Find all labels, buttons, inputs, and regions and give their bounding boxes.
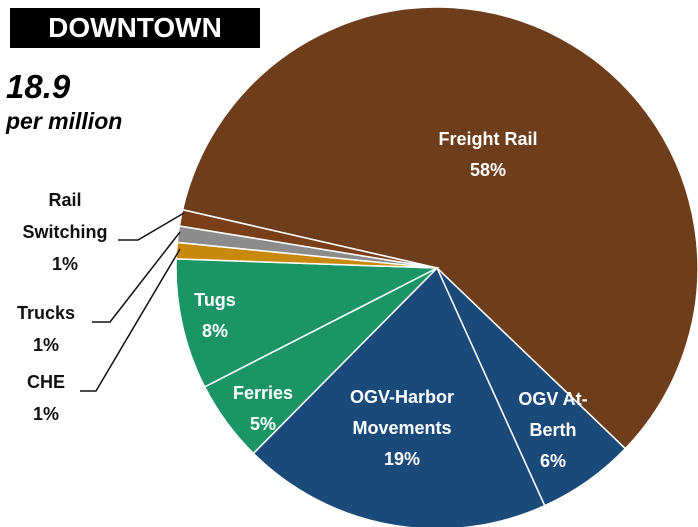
slice-label: CHE 1% — [6, 366, 86, 430]
value-label: 5% — [249, 414, 276, 434]
leader-line — [92, 231, 181, 323]
category-label: Trucks — [16, 303, 76, 323]
slice-label: OGV At-Berth 6% — [515, 384, 591, 477]
chart-title: DOWNTOWN — [10, 8, 260, 48]
slice-label: Ferries 5% — [218, 378, 308, 440]
category-label: OGV At-Berth — [518, 389, 588, 440]
category-label: Rail Switching — [22, 190, 108, 242]
value-label: 6% — [539, 451, 566, 471]
value-label: 1% — [32, 335, 59, 355]
leader-line — [80, 248, 181, 392]
pie-slice — [175, 258, 440, 388]
category-label: Freight Rail — [438, 129, 538, 149]
pie-slice — [181, 6, 698, 450]
category-label: OGV-Harbor Movements — [349, 387, 455, 438]
annotation: 18.9 — [6, 68, 71, 105]
pie-slice — [178, 208, 438, 269]
category-label: CHE — [26, 372, 65, 392]
category-label: Tugs — [194, 290, 236, 310]
slice-label: OGV-Harbor Movements 19% — [337, 382, 467, 475]
slice-label: Rail Switching 1% — [5, 184, 125, 280]
category-label: Ferries — [232, 383, 294, 403]
pie-slice — [252, 266, 546, 527]
annotation: per million — [6, 108, 123, 134]
value-label: 1% — [32, 404, 59, 424]
value-label: 58% — [469, 160, 507, 180]
slice-label: Freight Rail 58% — [408, 124, 568, 186]
value-label: 1% — [51, 254, 78, 274]
value-label: 8% — [201, 321, 228, 341]
value-label: 19% — [383, 449, 421, 469]
leader-line — [118, 212, 185, 241]
slice-label: Trucks 1% — [1, 297, 91, 361]
slice-label: Tugs 8% — [180, 285, 250, 347]
